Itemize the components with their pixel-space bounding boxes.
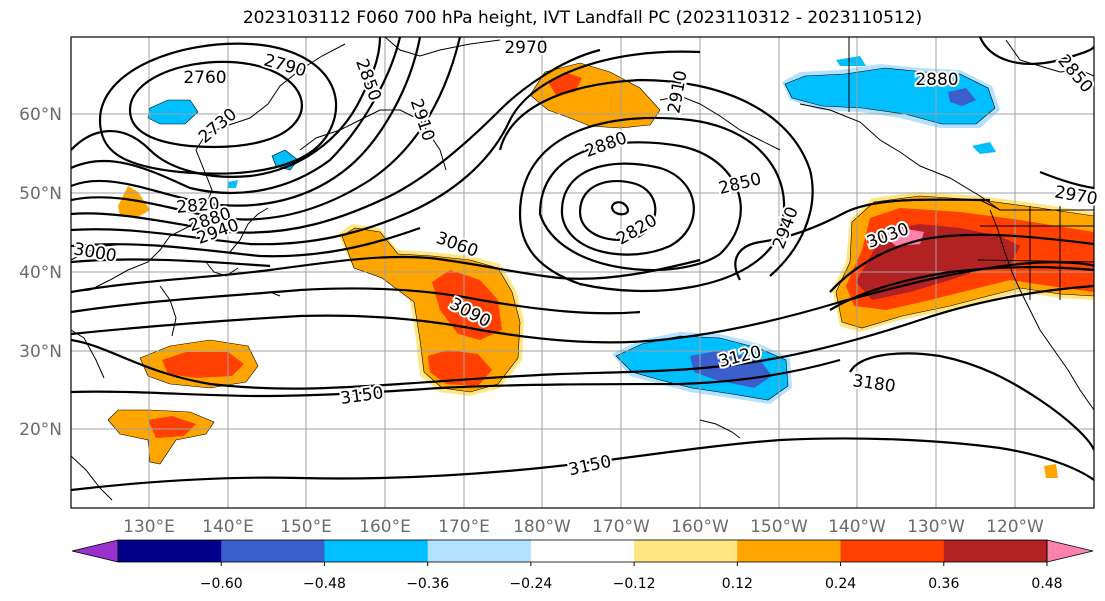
latitude-labels: 60°N 50°N 40°N 30°N 20°N bbox=[19, 105, 62, 440]
shade-alaska-darkblue bbox=[948, 88, 976, 106]
lon-label: 160°W bbox=[671, 517, 729, 537]
colorbar-tick-label: −0.36 bbox=[406, 576, 449, 592]
colorbar-segment bbox=[118, 540, 222, 562]
colorbar-tick-label: −0.60 bbox=[200, 576, 243, 592]
page-title: 2023103112 F060 700 hPa height, IVT Land… bbox=[242, 8, 923, 28]
shade-south-red bbox=[148, 416, 196, 438]
lon-label: 140°E bbox=[202, 517, 254, 537]
colorbar-border bbox=[117, 539, 1048, 563]
lon-label: 150°E bbox=[280, 517, 332, 537]
shade-small-orange bbox=[118, 186, 150, 218]
lat-label-30: 30°N bbox=[19, 342, 62, 362]
graticule bbox=[71, 37, 1094, 508]
lon-label: 180°W bbox=[513, 517, 571, 537]
colorbar bbox=[71, 539, 1094, 563]
lon-label: 120°W bbox=[986, 517, 1044, 537]
colorbar-tick-label: −0.24 bbox=[509, 576, 552, 592]
lat-label-40: 40°N bbox=[19, 263, 62, 283]
lon-label: 150°W bbox=[750, 517, 808, 537]
shade-central-pacific-red-2 bbox=[428, 350, 492, 386]
colorbar-segment bbox=[427, 540, 532, 562]
colorbar-tick-label: 0.48 bbox=[1031, 576, 1062, 592]
lat-label-20: 20°N bbox=[19, 420, 62, 440]
lon-label: 130°W bbox=[907, 517, 965, 537]
colorbar-extend-min bbox=[71, 539, 119, 563]
lon-label: 170°W bbox=[592, 517, 650, 537]
lon-label: 130°E bbox=[123, 517, 175, 537]
lon-label: 170°E bbox=[438, 517, 490, 537]
contour-label: 2880 bbox=[915, 70, 958, 90]
longitude-labels: 130°E 140°E 150°E 160°E 170°E 180°W 170°… bbox=[123, 517, 1044, 537]
colorbar-tick-label: 0.12 bbox=[722, 576, 753, 592]
colorbar-segment bbox=[221, 540, 325, 562]
colorbar-segment bbox=[737, 540, 842, 562]
shade-west-pacific-red bbox=[162, 352, 244, 378]
lon-label: 140°W bbox=[828, 517, 886, 537]
shade-alaska-blue bbox=[784, 67, 996, 125]
contour-label: 3150 bbox=[339, 383, 385, 409]
height-contours bbox=[71, 37, 1094, 492]
shade-tiny-orange bbox=[1044, 464, 1058, 478]
lat-label-50: 50°N bbox=[19, 184, 62, 204]
shade-alaska-small-blue bbox=[972, 142, 996, 154]
colorbar-segment bbox=[634, 540, 738, 562]
shade-top-small-blue bbox=[836, 56, 866, 66]
map-border bbox=[70, 36, 1095, 509]
colorbar-segment bbox=[530, 540, 635, 562]
colorbar-segment bbox=[943, 540, 1048, 562]
lat-label-60: 60°N bbox=[19, 105, 62, 125]
colorbar-tick-label: −0.48 bbox=[303, 576, 346, 592]
colorbar-segment bbox=[324, 540, 429, 562]
colorbar-tick-label: 0.36 bbox=[928, 576, 959, 592]
colorbar-tick-label: 0.24 bbox=[825, 576, 856, 592]
colorbar-tick-label: −0.12 bbox=[613, 576, 656, 592]
contour-label: 2760 bbox=[183, 68, 226, 88]
lon-label: 160°E bbox=[359, 517, 411, 537]
colorbar-tick-labels: −0.60 −0.48 −0.36 −0.24 −0.12 0.12 0.24 0.36 0.4… bbox=[200, 562, 1063, 592]
shade-central-pacific-red bbox=[432, 270, 502, 340]
shade-okhotsk-blue bbox=[147, 99, 199, 125]
colorbar-segment bbox=[840, 540, 945, 562]
contour-label: 2970 bbox=[504, 38, 547, 58]
colorbar-extend-max bbox=[1046, 539, 1094, 563]
shade-small-blue-2 bbox=[228, 180, 238, 188]
